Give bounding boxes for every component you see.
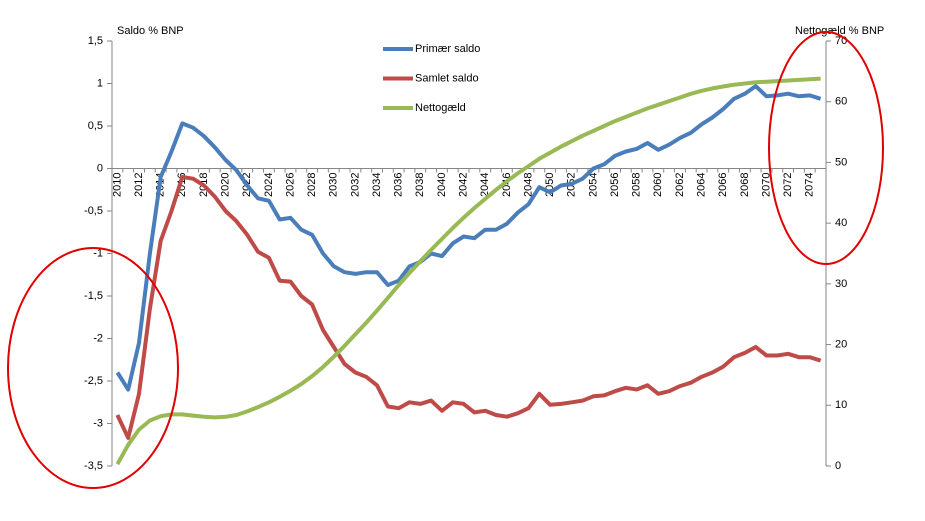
y-tick-label: 1 <box>97 77 103 89</box>
y2-tick-label: 40 <box>835 217 847 229</box>
x-tick-label: 2012 <box>133 173 145 197</box>
x-tick-label: 2054 <box>587 173 599 197</box>
x-tick-label: 2056 <box>609 173 621 197</box>
x-tick-label: 2074 <box>804 173 816 197</box>
y-axis-title: Saldo % BNP <box>117 25 184 37</box>
x-tick-label: 2070 <box>760 173 772 197</box>
y-tick-label: -2 <box>93 332 103 344</box>
y-tick-label: -2,5 <box>84 375 103 387</box>
x-tick-label: 2030 <box>328 173 340 197</box>
plot: 1,510,50-0,5-1-1,5-2-2,5-3-3,5 0102030405… <box>84 35 847 472</box>
y2-tick-label: 0 <box>835 460 841 472</box>
y-tick-label: -1,5 <box>84 290 103 302</box>
y2-tick-label: 20 <box>835 338 847 350</box>
annotation-circle <box>768 31 884 265</box>
y2-tick-label: 30 <box>835 278 847 290</box>
series-line <box>115 84 822 392</box>
x-tick-label: 2028 <box>306 173 318 197</box>
x-tick-label: 2032 <box>349 173 361 197</box>
legend-label: Samlet saldo <box>415 72 479 84</box>
x-tick-label: 2060 <box>652 173 664 197</box>
y-tick-label: -1 <box>93 247 103 259</box>
x-tick-label: 2062 <box>674 173 686 197</box>
x-tick-label: 2064 <box>695 173 707 197</box>
y2-tick-label: 60 <box>835 96 847 108</box>
y-tick-label: 0 <box>97 162 103 174</box>
x-tick-label: 2026 <box>284 173 296 197</box>
x-tick-label: 2072 <box>782 173 794 197</box>
y-tick-label: -3,5 <box>84 460 103 472</box>
x-tick-label: 2044 <box>479 173 491 197</box>
y2-tick-label: 10 <box>835 399 847 411</box>
x-tick-label: 2048 <box>522 173 534 197</box>
x-tick-label: 2042 <box>457 173 469 197</box>
x-tick-label: 2034 <box>371 173 383 197</box>
y-tick-label: 1,5 <box>88 35 103 47</box>
series-line <box>115 175 822 440</box>
x-tick-label: 2038 <box>414 173 426 197</box>
y-tick-label: -3 <box>93 417 103 429</box>
legend-label: Nettogæld <box>415 102 466 114</box>
y2-tick-label: 50 <box>835 156 847 168</box>
legend-label: Primær saldo <box>415 43 480 55</box>
annotation-circle <box>7 247 179 489</box>
x-tick-label: 2068 <box>739 173 751 197</box>
x-tick-label: 2024 <box>263 173 275 197</box>
y-tick-label: 0,5 <box>88 120 103 132</box>
y-tick-label: -0,5 <box>84 205 103 217</box>
x-tick-label: 2066 <box>717 173 729 197</box>
x-tick-label: 2010 <box>111 173 123 197</box>
series-line <box>115 76 821 466</box>
x-tick-label: 2036 <box>393 173 405 197</box>
x-tick-label: 2058 <box>631 173 643 197</box>
x-tick-label: 2020 <box>219 173 231 197</box>
x-tick-label: 2040 <box>436 173 448 197</box>
